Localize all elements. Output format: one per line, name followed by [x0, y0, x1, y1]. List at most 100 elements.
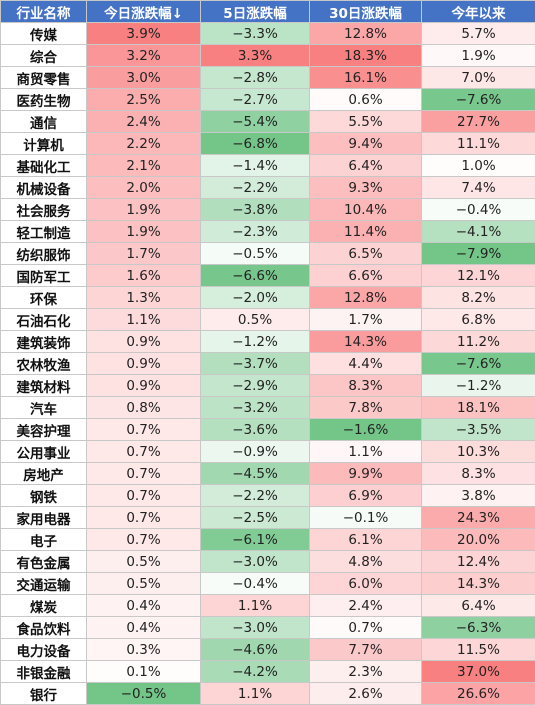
thirty-day-change-cell: 4.4% [309, 352, 422, 375]
five-day-change-cell: −1.2% [200, 330, 310, 353]
five-day-change-cell: −3.0% [200, 550, 310, 573]
table-row: 商贸零售 3.0% −2.8% 16.1% 7.0% [0, 66, 535, 89]
today-change-cell: 2.1% [86, 154, 201, 177]
five-day-change-cell: −2.3% [200, 220, 310, 243]
today-change-cell: 2.5% [86, 88, 201, 111]
five-day-change-cell: −6.6% [200, 264, 310, 287]
header-ytd-change[interactable]: 今年以来 [421, 0, 535, 23]
industry-name-cell: 煤炭 [0, 594, 87, 617]
header-industry-name[interactable]: 行业名称 [0, 0, 87, 23]
thirty-day-change-cell: 12.8% [309, 22, 422, 45]
today-change-cell: 2.4% [86, 110, 201, 133]
ytd-change-cell: 18.1% [421, 396, 535, 419]
five-day-change-cell: −2.5% [200, 506, 310, 529]
table-row: 通信 2.4% −5.4% 5.5% 27.7% [0, 110, 535, 133]
ytd-change-cell: 8.2% [421, 286, 535, 309]
five-day-change-cell: −3.3% [200, 22, 310, 45]
ytd-change-cell: −6.3% [421, 616, 535, 639]
industry-name-cell: 综合 [0, 44, 87, 67]
table-row: 有色金属 0.5% −3.0% 4.8% 12.4% [0, 550, 535, 573]
industry-name-cell: 交通运输 [0, 572, 87, 595]
industry-name-cell: 银行 [0, 682, 87, 705]
table-row: 国防军工 1.6% −6.6% 6.6% 12.1% [0, 264, 535, 287]
header-today-change[interactable]: 今日涨跌幅↓ [86, 0, 201, 23]
industry-name-cell: 公用事业 [0, 440, 87, 463]
table-row: 机械设备 2.0% −2.2% 9.3% 7.4% [0, 176, 535, 199]
today-change-cell: 0.9% [86, 374, 201, 397]
thirty-day-change-cell: 6.4% [309, 154, 422, 177]
thirty-day-change-cell: 11.4% [309, 220, 422, 243]
ytd-change-cell: 1.0% [421, 154, 535, 177]
table-row: 环保 1.3% −2.0% 12.8% 8.2% [0, 286, 535, 309]
ytd-change-cell: 6.8% [421, 308, 535, 331]
today-change-cell: 0.5% [86, 550, 201, 573]
today-change-cell: 0.7% [86, 484, 201, 507]
five-day-change-cell: −3.2% [200, 396, 310, 419]
table-row: 建筑装饰 0.9% −1.2% 14.3% 11.2% [0, 330, 535, 353]
ytd-change-cell: −4.1% [421, 220, 535, 243]
thirty-day-change-cell: 9.4% [309, 132, 422, 155]
five-day-change-cell: −2.2% [200, 484, 310, 507]
table-row: 社会服务 1.9% −3.8% 10.4% −0.4% [0, 198, 535, 221]
ytd-change-cell: −7.6% [421, 352, 535, 375]
industry-name-cell: 建筑材料 [0, 374, 87, 397]
five-day-change-cell: −4.2% [200, 660, 310, 683]
thirty-day-change-cell: 7.8% [309, 396, 422, 419]
five-day-change-cell: −3.0% [200, 616, 310, 639]
five-day-change-cell: −0.5% [200, 242, 310, 265]
five-day-change-cell: −6.8% [200, 132, 310, 155]
industry-name-cell: 家用电器 [0, 506, 87, 529]
ytd-change-cell: 37.0% [421, 660, 535, 683]
thirty-day-change-cell: 8.3% [309, 374, 422, 397]
ytd-change-cell: 27.7% [421, 110, 535, 133]
five-day-change-cell: −5.4% [200, 110, 310, 133]
ytd-change-cell: 7.4% [421, 176, 535, 199]
today-change-cell: 0.9% [86, 352, 201, 375]
thirty-day-change-cell: 6.1% [309, 528, 422, 551]
today-change-cell: 1.7% [86, 242, 201, 265]
five-day-change-cell: −0.4% [200, 572, 310, 595]
thirty-day-change-cell: 0.7% [309, 616, 422, 639]
industry-name-cell: 计算机 [0, 132, 87, 155]
five-day-change-cell: 1.1% [200, 682, 310, 705]
table-row: 电力设备 0.3% −4.6% 7.7% 11.5% [0, 638, 535, 661]
thirty-day-change-cell: 6.5% [309, 242, 422, 265]
table-row: 房地产 0.7% −4.5% 9.9% 8.3% [0, 462, 535, 485]
today-change-cell: 0.7% [86, 418, 201, 441]
today-change-cell: −0.5% [86, 682, 201, 705]
today-change-cell: 1.3% [86, 286, 201, 309]
today-change-cell: 0.1% [86, 660, 201, 683]
header-30day-change[interactable]: 30日涨跌幅 [309, 0, 422, 23]
ytd-change-cell: 10.3% [421, 440, 535, 463]
today-change-cell: 3.2% [86, 44, 201, 67]
header-5day-change[interactable]: 5日涨跌幅 [200, 0, 310, 23]
ytd-change-cell: 26.6% [421, 682, 535, 705]
thirty-day-change-cell: 16.1% [309, 66, 422, 89]
thirty-day-change-cell: 9.3% [309, 176, 422, 199]
industry-name-cell: 通信 [0, 110, 87, 133]
industry-name-cell: 钢铁 [0, 484, 87, 507]
today-change-cell: 1.1% [86, 308, 201, 331]
table-row: 交通运输 0.5% −0.4% 6.0% 14.3% [0, 572, 535, 595]
industry-name-cell: 国防军工 [0, 264, 87, 287]
table-row: 石油石化 1.1% 0.5% 1.7% 6.8% [0, 308, 535, 331]
table-row: 基础化工 2.1% −1.4% 6.4% 1.0% [0, 154, 535, 177]
table-row: 轻工制造 1.9% −2.3% 11.4% −4.1% [0, 220, 535, 243]
today-change-cell: 0.9% [86, 330, 201, 353]
thirty-day-change-cell: −0.1% [309, 506, 422, 529]
industry-name-cell: 食品饮料 [0, 616, 87, 639]
ytd-change-cell: −0.4% [421, 198, 535, 221]
thirty-day-change-cell: 9.9% [309, 462, 422, 485]
today-change-cell: 0.7% [86, 506, 201, 529]
ytd-change-cell: 11.5% [421, 638, 535, 661]
table-row: 公用事业 0.7% −0.9% 1.1% 10.3% [0, 440, 535, 463]
ytd-change-cell: 3.8% [421, 484, 535, 507]
thirty-day-change-cell: 2.6% [309, 682, 422, 705]
five-day-change-cell: −2.2% [200, 176, 310, 199]
ytd-change-cell: 11.1% [421, 132, 535, 155]
ytd-change-cell: 14.3% [421, 572, 535, 595]
five-day-change-cell: −0.9% [200, 440, 310, 463]
thirty-day-change-cell: 18.3% [309, 44, 422, 67]
ytd-change-cell: 5.7% [421, 22, 535, 45]
